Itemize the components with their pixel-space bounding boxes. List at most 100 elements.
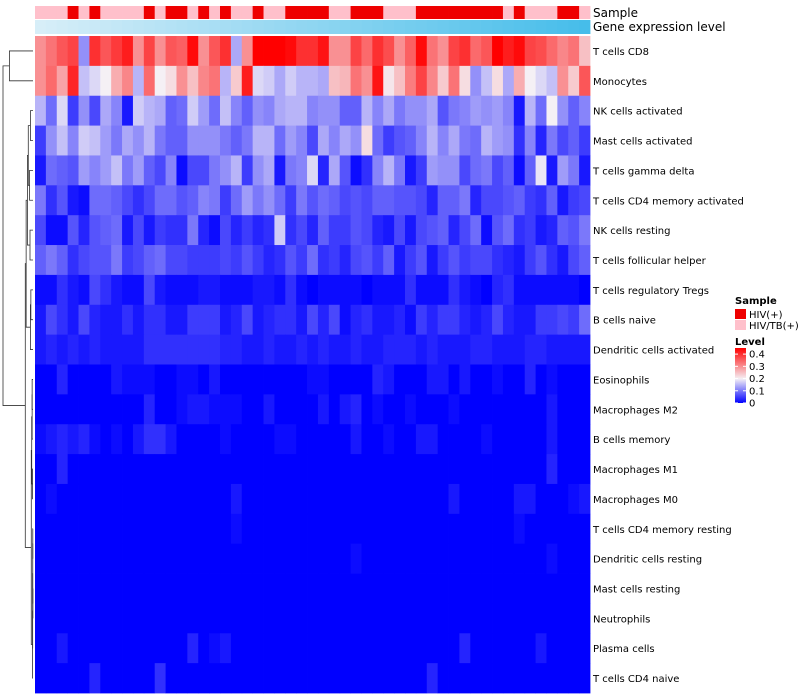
heatmap-cell [568,274,580,306]
heatmap-cell [45,663,58,694]
heatmap-cell [176,424,188,455]
heatmap-cell [263,125,275,156]
heatmap-cell [426,483,439,515]
heatmap-cell [285,483,297,515]
heatmap-cell [481,483,493,515]
heatmap-cell [100,543,112,574]
expression-annotation-cell [513,20,526,34]
heatmap-cell [557,215,569,246]
heatmap-cell [328,573,341,604]
heatmap-cell [502,65,515,97]
heatmap-cell [459,364,471,395]
heatmap-cell [285,603,297,634]
heatmap-cell [405,274,417,306]
heatmap-cell [274,513,286,545]
heatmap-cell [78,215,90,246]
heatmap-cell [307,304,319,336]
heatmap-cell [67,603,79,634]
heatmap-cell [557,603,569,634]
heatmap-cell [361,543,373,574]
heatmap-cell [394,274,406,306]
heatmap-cell [383,95,395,126]
heatmap-cell [350,394,362,425]
heatmap-cell [78,394,90,425]
heatmap-cell [89,185,101,216]
heatmap-cell [296,215,308,246]
heatmap-cell [241,185,254,216]
heatmap-cell [198,215,210,246]
heatmap-cell [89,215,101,246]
heatmap-cell [274,215,286,246]
heatmap-cell [361,215,373,246]
heatmap-cell [132,573,145,604]
heatmap-cell [274,155,286,186]
heatmap-cell [579,304,591,336]
heatmap-cell [513,573,526,604]
heatmap-cell [78,483,90,515]
expression-annotation-cell [557,20,569,34]
heatmap-cell [437,454,449,485]
heatmap-cell [274,125,286,156]
heatmap-cell [492,364,504,395]
heatmap-cell [394,543,406,574]
heatmap-cell [132,394,145,425]
heatmap-cell [35,483,47,515]
heatmap-cell [437,95,449,126]
heatmap-cell [448,185,460,216]
heatmap-cell [198,65,210,97]
heatmap-cell [176,245,188,276]
heatmap-cell [56,95,69,126]
expression-annotation-cell [415,20,428,34]
heatmap-cell [187,95,199,126]
heatmap-cell [546,513,558,545]
heatmap-cell [394,155,406,186]
heatmap-cell [198,364,210,395]
heatmap-cell [317,215,330,246]
heatmap-cell [132,364,145,395]
heatmap-cell [263,633,275,664]
legend-swatch-hiv [735,309,746,319]
heatmap-cell [198,304,210,336]
heatmap-cell [307,543,319,574]
heatmap-cell [546,394,558,425]
heatmap-cell [568,513,580,545]
expression-annotation-cell [165,20,177,34]
heatmap-cell [89,513,101,545]
heatmap-cell [252,65,264,97]
expression-annotation-cell [143,20,156,34]
heatmap-cell [307,65,319,97]
heatmap-cell [230,95,243,126]
heatmap-cell [56,36,69,67]
heatmap-cell [513,603,526,634]
heatmap-cell [198,245,210,276]
heatmap-cell [296,95,308,126]
heatmap-cell [524,394,536,425]
heatmap-cell [220,483,232,515]
heatmap-cell [296,663,308,694]
heatmap-cell [100,633,112,664]
heatmap-cell [154,95,166,126]
expression-annotation-cell [470,20,482,34]
heatmap-cell [546,274,558,306]
heatmap-cell [176,663,188,694]
heatmap-cell [45,364,58,395]
heatmap-cell [481,95,493,126]
heatmap-cell [339,125,351,156]
dendrogram-branch [25,199,31,328]
heatmap-cell [481,364,493,395]
heatmap-cell [122,483,134,515]
heatmap-cell [437,394,449,425]
heatmap-cell [132,633,145,664]
heatmap-cell [513,185,526,216]
heatmap-cell [111,573,123,604]
heatmap-cell [448,483,460,515]
sample-annotation-cell [492,6,504,19]
heatmap-cell [209,454,221,485]
heatmap-cell [513,633,526,664]
heatmap-cell [448,155,460,186]
heatmap-cell [252,633,264,664]
heatmap-cell [568,215,580,246]
heatmap-cell [328,245,341,276]
heatmap-cell [350,513,362,545]
